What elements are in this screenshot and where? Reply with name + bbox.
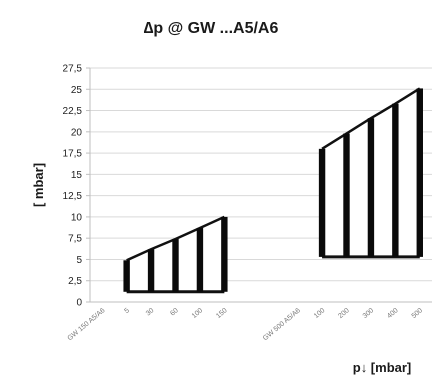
y-tick-label: 27,5 [63, 64, 83, 75]
x-tick-label: 150 [215, 307, 229, 320]
bar [172, 239, 179, 292]
bar [416, 88, 423, 257]
y-tick-label: 15 [71, 170, 83, 181]
bar [367, 118, 375, 257]
x-tick-label: 400 [386, 307, 400, 320]
y-tick-label: 0 [76, 298, 82, 309]
y-axis-label: [ mbar] [31, 163, 46, 207]
x-tick-label: GW 500 A5/A6 [262, 307, 302, 342]
bar [392, 103, 399, 257]
bar [123, 260, 130, 292]
y-tick-label: 25 [71, 85, 83, 96]
y-tick-label: 17,5 [63, 149, 83, 160]
x-tick-label: 200 [337, 307, 351, 320]
bar [318, 148, 326, 257]
data-bars [123, 87, 423, 294]
bar [147, 249, 155, 292]
y-tick-label: 7,5 [68, 234, 82, 245]
x-tick-label: 5 [123, 307, 131, 315]
y-tick-label: 5 [76, 255, 82, 266]
x-tick-label: 60 [169, 307, 180, 317]
x-tick-label: 300 [362, 307, 376, 320]
x-tick-label: 100 [191, 307, 205, 320]
y-tick-label: 12,5 [63, 191, 83, 202]
x-tick-label: 100 [313, 307, 327, 320]
y-tick-label: 20 [71, 127, 83, 138]
x-tick-label: 500 [411, 307, 425, 320]
bar [196, 227, 204, 292]
x-tick-label: GW 150 A5/A6 [67, 307, 107, 342]
y-tick-labels: 0 2,5 5 7,5 10 12,5 15 17,5 20 22,5 25 27,5 [63, 64, 83, 309]
y-tick-label: 10 [71, 212, 83, 223]
bar [343, 133, 350, 257]
x-axis-label: p↓ [mbar] [353, 360, 412, 375]
y-tick-label: 22,5 [63, 106, 83, 117]
chart-title: ∆p @ GW ...A5/A6 [144, 20, 279, 37]
y-tick-label: 2,5 [68, 276, 82, 287]
x-tick-label: 30 [145, 307, 156, 317]
bar [221, 216, 228, 292]
x-tick-labels: GW 150 A5/A6 5 30 60 100 150 GW 500 A5/A6 100 20… [67, 307, 425, 342]
